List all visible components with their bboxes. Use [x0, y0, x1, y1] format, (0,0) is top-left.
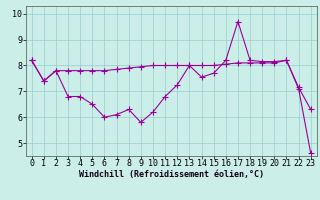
X-axis label: Windchill (Refroidissement éolien,°C): Windchill (Refroidissement éolien,°C) [79, 170, 264, 179]
